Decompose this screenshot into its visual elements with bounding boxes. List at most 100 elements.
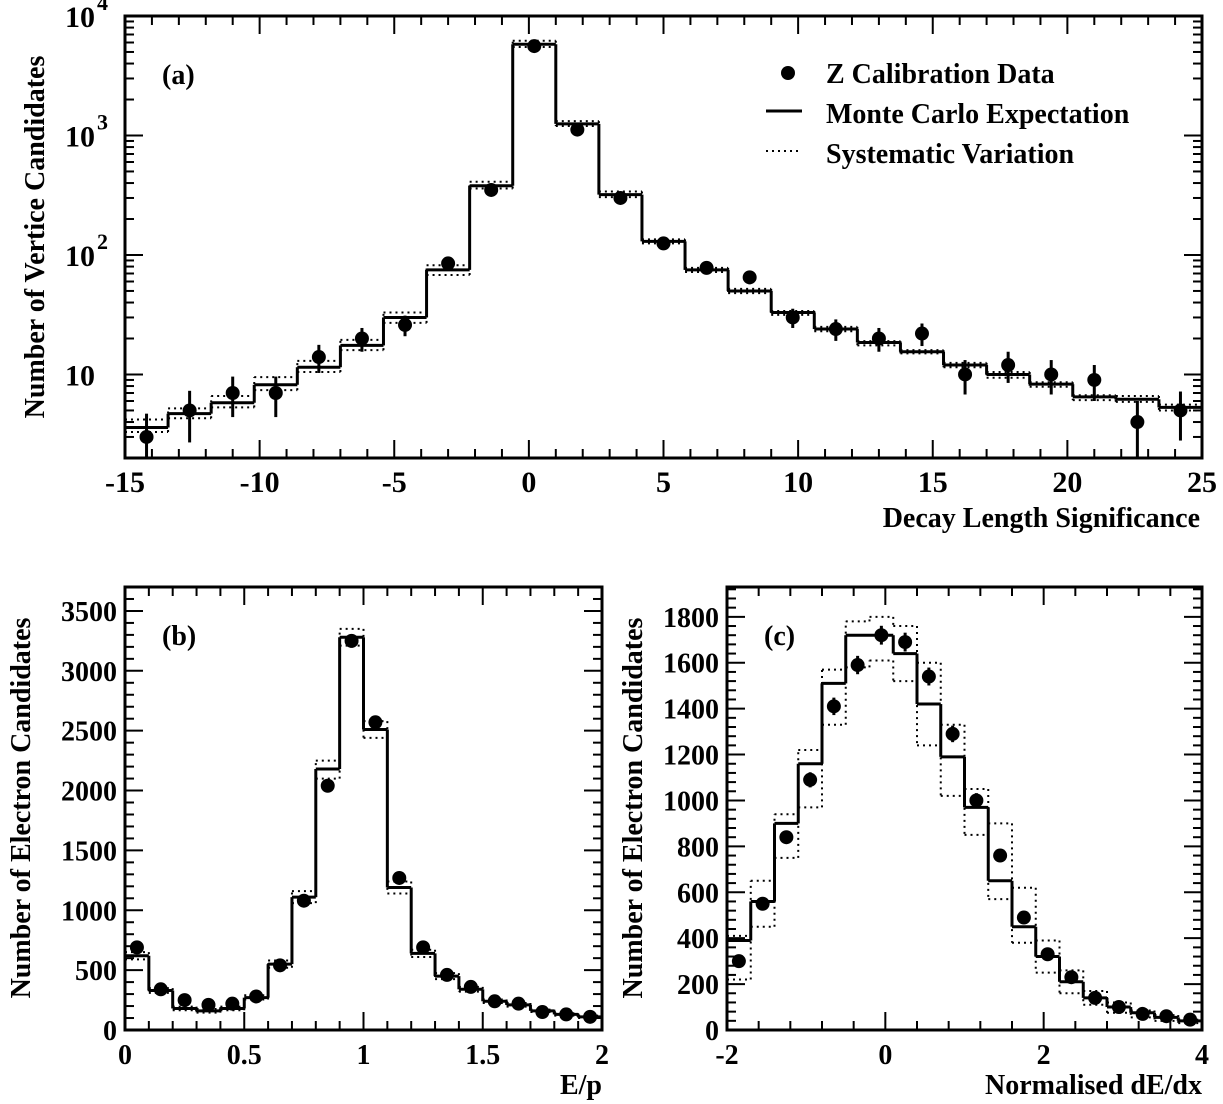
y-tick-label: 10 xyxy=(65,240,95,273)
y-tick-label: 1000 xyxy=(61,896,117,927)
panel-label: (b) xyxy=(162,621,196,652)
data-point xyxy=(914,326,929,341)
data-point xyxy=(527,39,542,54)
data-point xyxy=(182,403,197,418)
data-point xyxy=(656,236,671,251)
x-axis-label: E/p xyxy=(560,1070,602,1101)
data-point xyxy=(1040,947,1055,962)
x-tick-label: -10 xyxy=(240,466,280,499)
data-point xyxy=(225,385,240,400)
x-tick-label: 5 xyxy=(656,466,671,499)
x-tick-label: 2 xyxy=(595,1040,609,1071)
data-point xyxy=(311,350,326,365)
plot-area xyxy=(125,39,1202,458)
data-point xyxy=(1016,910,1031,925)
data-point xyxy=(1159,1009,1174,1024)
x-tick-label: 2 xyxy=(1037,1040,1051,1071)
legend-entry-label: Z Calibration Data xyxy=(826,59,1055,90)
data-point xyxy=(511,996,526,1011)
data-point xyxy=(785,310,800,325)
data-point xyxy=(1044,367,1059,382)
data-point xyxy=(945,726,960,741)
data-point xyxy=(898,635,913,650)
y-tick-label: 200 xyxy=(677,970,719,1001)
x-tick-label: 25 xyxy=(1187,466,1217,499)
data-point xyxy=(268,385,283,400)
data-point xyxy=(320,778,335,793)
y-tick-label: 10 xyxy=(65,359,95,392)
x-tick-label: 0 xyxy=(521,466,536,499)
data-point xyxy=(439,967,454,982)
data-point xyxy=(958,367,973,382)
data-point xyxy=(398,317,413,332)
data-point xyxy=(1173,403,1188,418)
y-axis-label: Number of Electron Candidates xyxy=(6,617,37,998)
data-point xyxy=(177,993,192,1008)
data-point xyxy=(487,994,502,1009)
y-tick-label: 1800 xyxy=(663,603,719,634)
y-tick-exponent: 4 xyxy=(97,0,108,15)
y-tick-label: 600 xyxy=(677,878,719,909)
histogram-series-1 xyxy=(727,615,1202,1021)
data-point xyxy=(249,989,264,1004)
histogram-series-1 xyxy=(125,39,1202,421)
data-point xyxy=(392,870,407,885)
data-points xyxy=(129,633,598,1024)
data-point xyxy=(416,940,431,955)
y-tick-label: 1600 xyxy=(663,649,719,680)
panel-label: (c) xyxy=(764,621,795,652)
x-tick-label: 4 xyxy=(1195,1040,1209,1071)
data-point xyxy=(153,982,168,997)
x-tick-label: 0 xyxy=(118,1040,132,1071)
data-points xyxy=(139,39,1188,458)
x-tick-label: 1.5 xyxy=(465,1040,500,1071)
x-tick-label: 0 xyxy=(878,1040,892,1071)
x-tick-label: -15 xyxy=(105,466,145,499)
x-tick-label: 20 xyxy=(1052,466,1082,499)
y-tick-label: 10 xyxy=(65,120,95,153)
data-point xyxy=(755,896,770,911)
data-point xyxy=(570,122,585,137)
y-tick-label: 10 xyxy=(65,1,95,34)
data-point xyxy=(296,893,311,908)
y-tick-exponent: 3 xyxy=(97,109,108,134)
data-point xyxy=(225,996,240,1011)
data-point xyxy=(779,830,794,845)
data-points xyxy=(731,625,1198,1027)
legend-entry-label: Monte Carlo Expectation xyxy=(826,99,1130,130)
data-point xyxy=(535,1005,550,1020)
data-point xyxy=(1135,1006,1150,1021)
plot-area xyxy=(727,615,1202,1027)
y-axis-label: Number of Electron Candidates xyxy=(618,617,649,998)
y-tick-label: 0 xyxy=(705,1016,719,1047)
data-point xyxy=(731,954,746,969)
y-tick-label: 1400 xyxy=(663,695,719,726)
data-point xyxy=(921,669,936,684)
data-point xyxy=(1064,970,1079,985)
data-point xyxy=(1183,1012,1198,1027)
data-point xyxy=(803,772,818,787)
data-point xyxy=(559,1007,574,1022)
data-point xyxy=(1111,1000,1126,1015)
histogram-series-2 xyxy=(125,46,1202,434)
y-tick-label: 1500 xyxy=(61,836,117,867)
data-point xyxy=(969,793,984,808)
data-point xyxy=(201,997,216,1012)
y-tick-label: 500 xyxy=(75,956,117,987)
data-point xyxy=(828,322,843,337)
data-point xyxy=(871,331,886,346)
y-tick-label: 1000 xyxy=(663,786,719,817)
data-point xyxy=(273,958,288,973)
data-point xyxy=(742,270,757,285)
legend-entry-label: Systematic Variation xyxy=(826,139,1075,170)
data-point xyxy=(826,699,841,714)
data-point xyxy=(850,658,865,673)
data-point xyxy=(354,331,369,346)
x-tick-label: -2 xyxy=(715,1040,738,1071)
x-tick-label: 1 xyxy=(357,1040,371,1071)
y-tick-label: 3000 xyxy=(61,657,117,688)
plot-area xyxy=(125,627,602,1024)
data-point xyxy=(1087,372,1102,387)
x-tick-label: 10 xyxy=(783,466,813,499)
